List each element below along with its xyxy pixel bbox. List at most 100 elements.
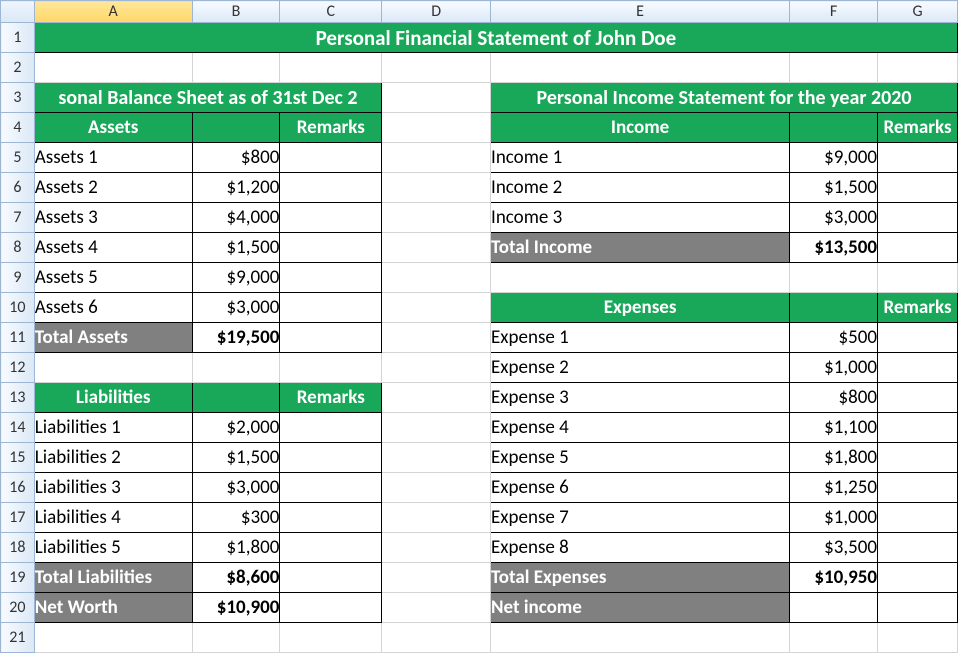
total-liabilities-value[interactable]: $8,600 [192,563,280,593]
cell[interactable] [382,113,491,143]
col-header-G[interactable]: G [878,1,958,23]
cell[interactable] [382,503,491,533]
expense-value[interactable]: $500 [790,323,878,353]
asset-name[interactable]: Assets 2 [34,173,192,203]
income-value[interactable]: $3,000 [790,203,878,233]
cell[interactable] [790,53,878,83]
total-assets-value[interactable]: $19,500 [192,323,280,353]
asset-value[interactable]: $3,000 [192,293,280,323]
income-name[interactable]: Income 2 [491,173,790,203]
asset-name[interactable]: Assets 1 [34,143,192,173]
expense-remark[interactable] [878,533,958,563]
row-header[interactable]: 12 [1,353,35,383]
expenses-header[interactable]: Expenses [491,293,790,323]
asset-remark[interactable] [280,203,382,233]
liability-name[interactable]: Liabilities 1 [34,413,192,443]
row-header[interactable]: 5 [1,143,35,173]
cell[interactable] [382,383,491,413]
expense-value[interactable]: $1,100 [790,413,878,443]
row-header[interactable]: 19 [1,563,35,593]
row-header[interactable]: 1 [1,23,35,53]
assets-remarks-header[interactable]: Remarks [280,113,382,143]
expense-remark[interactable] [878,503,958,533]
cell[interactable] [878,53,958,83]
cell[interactable] [280,353,382,383]
liability-value[interactable]: $1,500 [192,443,280,473]
total-liabilities-label[interactable]: Total Liabilities [34,563,192,593]
expense-name[interactable]: Expense 3 [491,383,790,413]
cell[interactable] [280,623,382,653]
row-header[interactable]: 16 [1,473,35,503]
liabilities-remarks-header[interactable]: Remarks [280,383,382,413]
income-statement-header[interactable]: Personal Income Statement for the year 2… [491,83,958,113]
main-title[interactable]: Personal Financial Statement of John Doe [34,23,957,53]
liability-remark[interactable] [280,443,382,473]
expense-remark[interactable] [878,473,958,503]
income-value[interactable]: $9,000 [790,143,878,173]
asset-value[interactable]: $4,000 [192,203,280,233]
cell[interactable] [34,53,192,83]
cell[interactable] [382,323,491,353]
expense-value[interactable]: $1,250 [790,473,878,503]
total-assets-label[interactable]: Total Assets [34,323,192,353]
row-header[interactable]: 9 [1,263,35,293]
asset-remark[interactable] [280,233,382,263]
row-header[interactable]: 3 [1,83,35,113]
total-income-value[interactable]: $13,500 [790,233,878,263]
expense-remark[interactable] [878,353,958,383]
income-remark[interactable] [878,203,958,233]
income-remark[interactable] [878,233,958,263]
liability-value[interactable]: $300 [192,503,280,533]
income-remark[interactable] [878,143,958,173]
liability-name[interactable]: Liabilities 3 [34,473,192,503]
liabilities-header[interactable]: Liabilities [34,383,192,413]
liability-name[interactable]: Liabilities 2 [34,443,192,473]
expense-name[interactable]: Expense 1 [491,323,790,353]
col-header-A[interactable]: A [34,1,192,23]
cell[interactable] [491,623,790,653]
income-name[interactable]: Income 3 [491,203,790,233]
cell[interactable] [878,623,958,653]
row-header[interactable]: 14 [1,413,35,443]
expense-value[interactable]: $3,500 [790,533,878,563]
networth-value[interactable]: $10,900 [192,593,280,623]
cell[interactable] [34,623,192,653]
cell[interactable] [491,53,790,83]
row-header[interactable]: 6 [1,173,35,203]
row-header[interactable]: 20 [1,593,35,623]
expense-remark[interactable] [878,593,958,623]
assets-value-header[interactable] [192,113,280,143]
assets-header[interactable]: Assets [34,113,192,143]
cell[interactable] [878,263,958,293]
liability-remark[interactable] [280,533,382,563]
expense-remark[interactable] [878,443,958,473]
col-header-E[interactable]: E [491,1,790,23]
row-header[interactable]: 17 [1,503,35,533]
row-header[interactable]: 2 [1,53,35,83]
cell[interactable] [382,83,491,113]
networth-label[interactable]: Net Worth [34,593,192,623]
liabilities-value-header[interactable] [192,383,280,413]
expense-name[interactable]: Expense 8 [491,533,790,563]
liability-name[interactable]: Liabilities 5 [34,533,192,563]
cell[interactable] [382,203,491,233]
total-expenses-label[interactable]: Total Expenses [491,563,790,593]
expense-name[interactable]: Expense 6 [491,473,790,503]
expense-value[interactable]: $1,800 [790,443,878,473]
cell[interactable] [192,53,280,83]
row-header[interactable]: 11 [1,323,35,353]
expense-remark[interactable] [878,563,958,593]
cell[interactable] [382,473,491,503]
asset-name[interactable]: Assets 4 [34,233,192,263]
cell[interactable] [382,293,491,323]
col-header-B[interactable]: B [192,1,280,23]
netincome-label[interactable]: Net income [491,593,790,623]
cell[interactable] [280,53,382,83]
balance-sheet-header[interactable]: sonal Balance Sheet as of 31st Dec 2 [34,83,381,113]
cell[interactable] [382,443,491,473]
liability-value[interactable]: $3,000 [192,473,280,503]
expense-remark[interactable] [878,413,958,443]
cell[interactable] [382,533,491,563]
income-name[interactable]: Income 1 [491,143,790,173]
asset-remark[interactable] [280,293,382,323]
